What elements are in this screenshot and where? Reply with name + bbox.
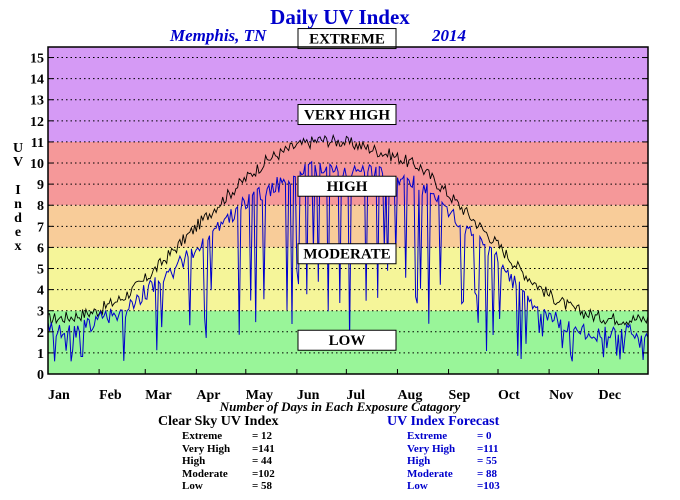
y-axis-letter: d (14, 211, 22, 226)
stat-value: =103 (477, 480, 500, 493)
x-tick-label: Mar (145, 388, 171, 403)
y-axis-letter: V (12, 155, 24, 170)
stat-value: = 88 (477, 467, 498, 480)
band-label-box-moderate (297, 243, 397, 265)
stat-row: High = 44 (182, 455, 278, 468)
band-label-box-very-high (297, 104, 397, 126)
y-axis-letter: n (14, 197, 22, 212)
gridlines (48, 57, 648, 354)
days-note: Number of Days in Each Exposure Catagory (219, 399, 461, 414)
stat-label: Very High (407, 442, 456, 455)
stat-value: =141 (252, 442, 275, 455)
y-axis-letter: I (15, 183, 21, 198)
y-tick-label: 6 (37, 241, 44, 256)
x-tick-label: Sep (449, 388, 471, 403)
stat-label: Extreme (407, 430, 448, 442)
stat-label: Moderate (182, 467, 228, 480)
stat-label: Moderate (407, 467, 453, 480)
stat-row: Extreme = 12 (182, 430, 278, 443)
band-label-high: HIGH (327, 179, 368, 195)
y-axis-letter (10, 170, 26, 184)
x-tick-label: Apr (196, 388, 220, 403)
x-axis-ticks: Jan Feb Mar Apr May Jun Jul Aug Sep Oct Nov Dec (47, 369, 622, 403)
forecast-stats-title: UV Index Forecast (387, 414, 500, 429)
stat-row: Very High =111 (407, 443, 500, 456)
clear-sky-stats: Clear Sky UV Index Extreme = 12 Very High… (158, 414, 278, 493)
stat-row: High = 55 (407, 455, 500, 468)
y-tick-label: 13 (30, 94, 44, 109)
band-label-low: LOW (329, 333, 366, 349)
location-label: Memphis, TN (170, 26, 267, 45)
x-tick-label: Aug (397, 388, 422, 403)
y-tick-label: 4 (37, 284, 44, 299)
stat-label: High (407, 455, 431, 468)
y-tick-label: 0 (37, 368, 44, 383)
y-tick-label: 3 (37, 305, 44, 320)
x-tick-label: Dec (599, 388, 622, 403)
stat-row: Moderate = 88 (407, 468, 500, 481)
y-tick-label: 1 (37, 347, 44, 362)
stat-value: = 58 (252, 480, 273, 493)
y-tick-label: 8 (37, 199, 44, 214)
stat-label: Low (182, 480, 203, 493)
stat-label: Low (407, 480, 428, 493)
band-label-box-high (297, 175, 397, 197)
clear-sky-stats-title: Clear Sky UV Index (158, 414, 279, 429)
y-tick-label: 14 (30, 73, 44, 88)
stat-label: Extreme (182, 430, 223, 442)
y-tick-label: 2 (37, 326, 44, 341)
y-tick-label: 15 (30, 52, 44, 67)
y-tick-label: 7 (37, 220, 44, 235)
band-label-extreme: EXTREME (309, 32, 385, 48)
band-label-box-low (297, 329, 397, 351)
y-axis-letter: x (14, 239, 22, 254)
x-tick-label: Oct (498, 388, 520, 403)
stat-value: =111 (477, 442, 499, 455)
x-tick-label: May (246, 388, 273, 403)
stat-row: Low = 58 (182, 480, 278, 493)
y-tick-label: 5 (37, 263, 44, 278)
band-label-very-high: VERY HIGH (304, 108, 390, 124)
stat-value: = 0 (477, 430, 492, 442)
stat-row: Extreme = 0 (407, 430, 500, 443)
plot-frame (47, 46, 649, 375)
band-labels: LOW MODERATE HIGH VERY HIGH EXTREME (297, 28, 397, 351)
stat-value: = 44 (252, 455, 273, 468)
y-tick-label: 12 (30, 115, 44, 130)
stat-row: Moderate =102 (182, 468, 278, 481)
stat-value: =102 (252, 467, 275, 480)
x-tick-label: Jan (48, 388, 70, 403)
y-tick-label: 10 (30, 157, 44, 172)
stat-label: High (182, 455, 206, 468)
x-tick-label: Jul (346, 388, 365, 403)
clear-sky-series-line (47, 133, 649, 327)
chart-title: Daily UV Index (270, 5, 410, 29)
band-label-box-extreme (297, 28, 397, 50)
y-axis-letter: e (14, 225, 22, 240)
x-tick-label: Feb (99, 388, 122, 403)
x-tick-label: Nov (549, 388, 573, 403)
forecast-stats: UV Index Forecast Extreme = 0 Very High =1… (387, 414, 500, 493)
band-extreme (48, 47, 648, 142)
y-axis-letter: U (12, 141, 24, 156)
stat-value: = 55 (477, 455, 498, 468)
y-tick-label: 11 (31, 136, 44, 151)
stat-row: Very High =141 (182, 443, 278, 456)
stat-value: = 12 (252, 430, 273, 442)
stat-label: Very High (182, 442, 231, 455)
x-tick-label: Jun (297, 388, 320, 403)
year-label: 2014 (432, 26, 466, 45)
y-axis-label: U V I n d e x (10, 142, 26, 254)
y-tick-label: 9 (37, 178, 44, 193)
band-label-moderate: MODERATE (303, 247, 390, 263)
stat-row: Low =103 (407, 480, 500, 493)
